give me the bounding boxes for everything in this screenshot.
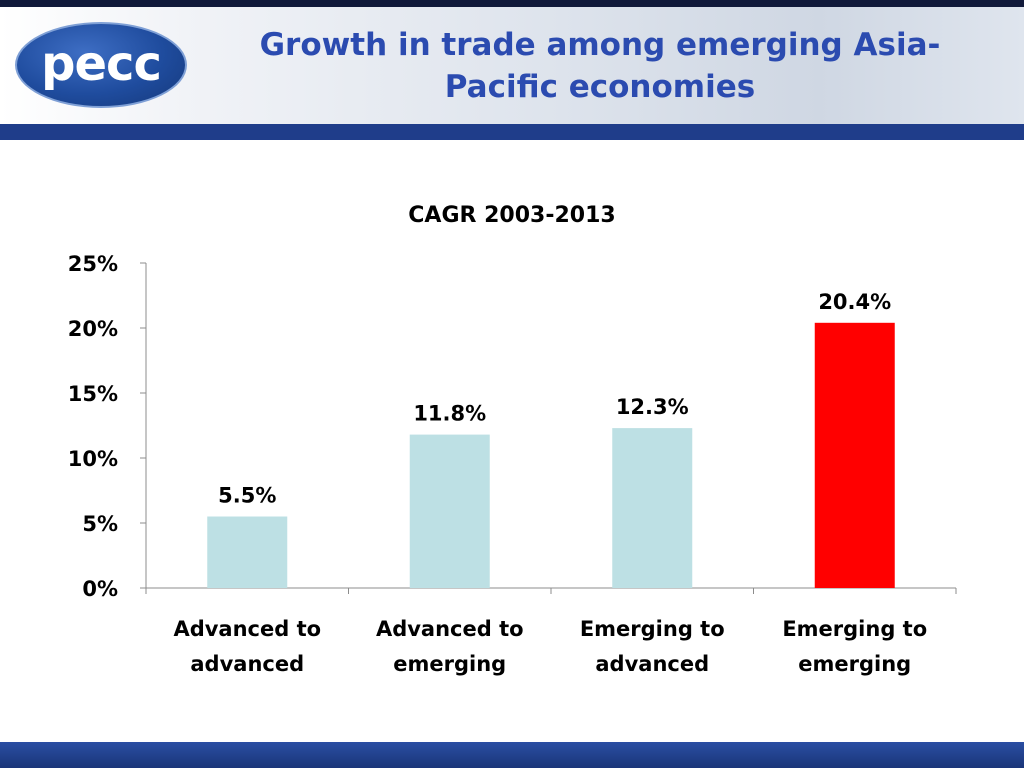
data-label: 20.4% xyxy=(818,290,891,314)
y-tick-label: 15% xyxy=(68,382,118,406)
category-label: advanced xyxy=(190,652,304,676)
chart-labels: 0% 5% 10% 15% 20% 25% 5.5% Advanced to advanced 1… xyxy=(68,252,927,676)
bar xyxy=(612,428,693,588)
category-label: Advanced to xyxy=(376,617,524,641)
top-strip xyxy=(0,0,1024,7)
category-label: emerging xyxy=(393,652,506,676)
footer-bar xyxy=(0,742,1024,768)
category-label: Emerging to xyxy=(580,617,725,641)
category-label: advanced xyxy=(595,652,709,676)
y-tick-label: 10% xyxy=(68,447,118,471)
data-label: 11.8% xyxy=(413,402,486,426)
y-tick-label: 20% xyxy=(68,317,118,341)
slide-title: Growth in trade among emerging Asia- Pac… xyxy=(215,24,985,108)
logo-text: pecc xyxy=(41,36,162,92)
bar xyxy=(207,516,288,588)
header-bar xyxy=(0,124,1024,140)
chart-title: CAGR 2003-2013 xyxy=(408,203,615,228)
bar-chart: CAGR 2003-2013 0% 5% 10% 15% 20% 25% 5.5% Advan… xyxy=(68,203,957,676)
data-label: 5.5% xyxy=(218,484,276,508)
pecc-logo: pecc xyxy=(15,22,187,108)
header-banner: pecc Growth in trade among emerging Asia… xyxy=(0,0,1024,140)
bar xyxy=(409,434,490,588)
y-tick-label: 0% xyxy=(82,577,118,601)
bar xyxy=(814,322,895,588)
chart-bars xyxy=(207,322,895,588)
slide-title-line-1: Growth in trade among emerging Asia- xyxy=(259,27,941,63)
category-label: Advanced to xyxy=(173,617,321,641)
category-label: emerging xyxy=(798,652,911,676)
category-label: Emerging to xyxy=(782,617,927,641)
slide-title-line-2: Pacific economies xyxy=(444,69,756,105)
y-tick-label: 25% xyxy=(68,252,118,276)
data-label: 12.3% xyxy=(616,395,689,419)
y-tick-label: 5% xyxy=(82,512,118,536)
